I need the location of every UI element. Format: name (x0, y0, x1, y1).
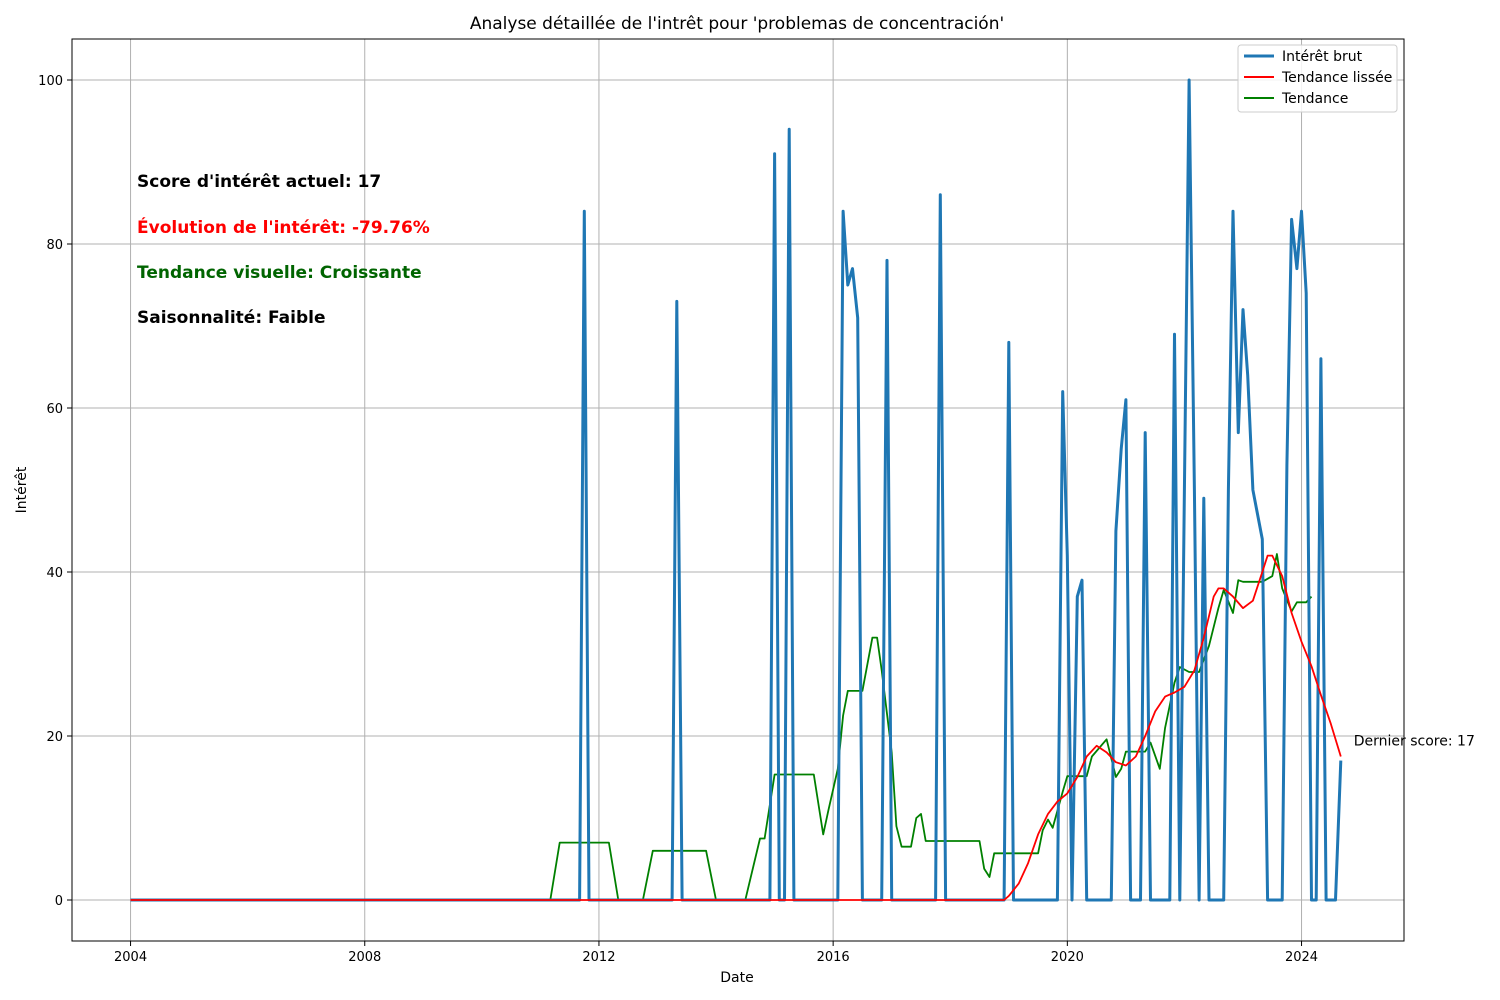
x-tick-label: 2008 (348, 950, 381, 965)
x-axis-label: Date (720, 970, 753, 986)
legend-label-raw: Intérêt brut (1282, 49, 1363, 65)
y-tick-label: 60 (46, 402, 63, 417)
annotations: Score d'intérêt actuel: 17 Évolution de … (137, 172, 430, 328)
plot-frame (71, 38, 1405, 942)
y-tick-label: 100 (38, 74, 63, 89)
grid (72, 39, 1404, 941)
y-tick-label: 0 (55, 894, 63, 909)
series-layer (130, 78, 1343, 902)
chart-title: Analyse détaillée de l'intrêt pour 'prob… (470, 14, 1004, 34)
y-tick-label: 80 (46, 238, 63, 253)
y-ticks: 0 20 40 60 80 100 (38, 74, 72, 909)
x-tick-label: 2012 (582, 950, 615, 965)
y-axis-label: Intérêt (14, 466, 30, 513)
annotation-current-score: Score d'intérêt actuel: 17 (137, 172, 381, 192)
series-line-trend (159, 553, 1313, 901)
x-ticks: 2004 2008 2012 2016 2020 2024 (114, 941, 1318, 965)
series-line-smooth (130, 554, 1342, 901)
annotation-seasonality: Saisonnalité: Faible (137, 308, 326, 328)
plot-area: 2004 2008 2012 2016 2020 2024 0 20 40 60 80 100 (38, 38, 1405, 965)
legend: Intérêt brut Tendance lissée Tendance (1237, 44, 1398, 113)
x-tick-label: 2024 (1285, 950, 1318, 965)
y-tick-label: 40 (46, 566, 63, 581)
x-tick-label: 2004 (114, 950, 147, 965)
legend-box (1237, 44, 1398, 113)
x-tick-label: 2016 (817, 950, 850, 965)
annotation-visual-trend: Tendance visuelle: Croissante (137, 263, 422, 283)
x-tick-label: 2020 (1051, 950, 1084, 965)
y-tick-label: 20 (46, 730, 63, 745)
last-score-label: Dernier score: 17 (1354, 734, 1475, 750)
annotation-evolution: Évolution de l'intérêt: -79.76% (137, 216, 430, 238)
legend-label-smooth: Tendance lissée (1281, 70, 1392, 86)
legend-label-trend: Tendance (1281, 91, 1348, 107)
